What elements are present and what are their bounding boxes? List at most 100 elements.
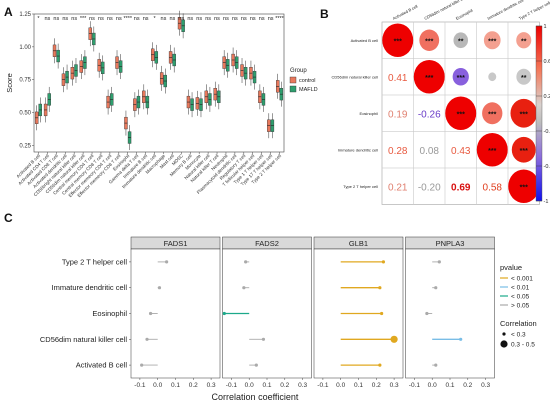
panel-a-legend-entry: control xyxy=(299,78,316,84)
panel-c-xlabel: Correlation coefficient xyxy=(212,392,299,402)
panel-a-significance: * ns ns ns ns *** ns ns ns ns **** ns ns * ns ns ns ns ns n… xyxy=(37,16,284,22)
panel-b-correlation-value: 0.19 xyxy=(388,109,408,120)
panel-a-significance-label: ns xyxy=(71,16,77,22)
panel-a-ytick-label: 0.75 xyxy=(19,78,31,84)
panel-b-significance-stars: *** xyxy=(488,111,496,118)
panel-c-pvalue-legend-label: < 0.001 xyxy=(511,276,533,283)
panel-b-row-labels: Activated B cell CD56dim natural killer c… xyxy=(332,38,379,189)
panel-c-lollipop-point xyxy=(148,311,153,316)
panel-c-row-labels: Type 2 T helper cell Immature dendritic c… xyxy=(40,257,131,370)
panel-c-xtick-label: 0.3 xyxy=(298,382,307,389)
panel-b-significance-stars: ** xyxy=(521,38,527,45)
panel-b-significance-stars: *** xyxy=(488,148,496,155)
panel-c-lollipop-point xyxy=(437,260,441,264)
panel-a-significance-label: ns xyxy=(53,16,59,22)
panel-a-plot-area xyxy=(33,13,285,153)
panel-c-xtick-label: 0.2 xyxy=(463,382,472,389)
panel-a-ytick-label: 1.00 xyxy=(19,45,31,51)
panel-b-correlation-circle xyxy=(508,169,540,203)
panel-a-y-ticks: 0.25 0.50 0.75 1.00 1.25 xyxy=(19,12,34,149)
panel-b-significance-stars: *** xyxy=(520,111,528,118)
panel-c-row-label: Type 2 T helper cell xyxy=(62,257,128,266)
panel-c-xtick-label: 0.2 xyxy=(189,382,198,389)
panel-c-xtick-label: 0.3 xyxy=(207,382,216,389)
panel-b-correlation-circle xyxy=(516,68,532,85)
panel-b-correlation-value: -0.20 xyxy=(418,182,441,193)
panel-b-correlation-circle xyxy=(476,133,508,167)
panel-c-size-legend-key xyxy=(500,340,508,348)
panel-b-row-label: Immature dendritic cell xyxy=(338,147,378,152)
panel-b-correlation-circle xyxy=(445,96,477,130)
panel-c-facets: FADS1 -0.1 0.0 0.1 0.2 0.3 FADS2 -0.1 0.0 0.1 0.2 0… xyxy=(130,236,495,389)
panel-b-correlation-circle xyxy=(483,31,501,50)
panel-c-xtick-label: 0.1 xyxy=(262,382,271,389)
panel-c-facet-title: PNPLA3 xyxy=(436,239,465,248)
panel-b-column-labels: Activated B cell CD56dim natural killer c… xyxy=(392,0,550,21)
panel-b-colorbar: 1 0.6 0.2 -0.2 -0.6 -1 xyxy=(535,24,550,205)
panel-c-pvalue-legend-title: pvalue xyxy=(500,263,522,272)
panel-a-significance-label: ns xyxy=(268,16,274,22)
panel-c-facet-panel xyxy=(405,248,495,379)
panel-a-legend-entry: MAFLD xyxy=(299,87,318,93)
panel-c-xtick-label: 0.0 xyxy=(428,382,437,389)
panel-a-significance-label: ns xyxy=(178,16,184,22)
panel-b-colorbar-tick-label: 0.2 xyxy=(544,94,550,100)
panel-b-correlation-circle xyxy=(382,23,414,57)
panel-b-correlation-circle xyxy=(516,32,532,49)
panel-b-significance-stars: *** xyxy=(425,38,433,45)
panel-a-significance-label: ns xyxy=(62,16,68,22)
panel-c-lollipop-point xyxy=(425,311,429,316)
panel-c-lollipop-point xyxy=(254,363,258,367)
panel-c-legend: pvalue < 0.001 < 0.01 < 0.05 > 0.05 Correlati… xyxy=(500,263,537,349)
panel-c-xtick-label: 0.3 xyxy=(390,382,399,389)
panel-a-significance-label: **** xyxy=(123,16,132,22)
panel-b-row-label: Type 2 T helper cell xyxy=(343,184,378,189)
panel-c-facet-title: GLB1 xyxy=(349,239,368,248)
panel-a-significance-label: ns xyxy=(107,16,113,22)
panel-a-ytick-label: 1.25 xyxy=(19,12,31,18)
panel-a-significance-label: ns xyxy=(98,16,104,22)
panel-b-row-label: Activated B cell xyxy=(351,38,378,43)
panel-b-correlation-circle xyxy=(453,32,469,49)
panel-a-significance-label: ns xyxy=(241,16,247,22)
panel-b-correlation-value: 0.08 xyxy=(420,146,440,157)
panel-a-significance-label: ns xyxy=(250,16,256,22)
panel-b-correlation-value: 0.69 xyxy=(451,182,471,193)
panel-b-significance-stars: *** xyxy=(488,38,496,45)
panel-a-ytick-label: 0.50 xyxy=(19,111,31,117)
panel-b-correlation-value: 0.58 xyxy=(483,182,503,193)
panel-b-correlation-circle xyxy=(419,29,440,51)
panel-a-ylabel: Score xyxy=(5,73,14,93)
panel-b-correlation-matrix: *** *** ** *** **0.41 *** *** **0.19 -0.26 *** ***… xyxy=(332,0,550,205)
panel-b-significance-stars: *** xyxy=(520,148,528,155)
panel-c-lollipop-point xyxy=(244,260,248,264)
panel-c-xtick-label: 0.3 xyxy=(481,382,490,389)
panel-c-row-label: Immature dendritic cell xyxy=(52,283,128,292)
panel-c-lollipop-point xyxy=(222,311,226,316)
panel-b-significance-stars: ** xyxy=(521,75,527,82)
panel-b-correlation-value: -0.26 xyxy=(418,109,441,120)
panel-c-lollipop-point xyxy=(459,337,463,341)
panel-a-significance-label: ns xyxy=(205,16,211,22)
panel-b-correlation-circle xyxy=(488,72,497,82)
panel-b-column-label: Activated B cell xyxy=(392,4,419,21)
panel-c-lollipop-point xyxy=(157,286,162,290)
panel-c-size-legend-label: < 0.3 xyxy=(511,332,526,339)
panel-b-row-label: CD56dim natural killer cell xyxy=(332,74,379,79)
panel-c-xtick-label: -0.1 xyxy=(317,382,329,389)
panel-b-significance-stars: ** xyxy=(458,38,464,45)
panel-a-significance-label: ns xyxy=(169,16,175,22)
panel-c-pvalue-legend-label: > 0.05 xyxy=(511,303,530,310)
panel-b-colorbar-tick-label: -0.6 xyxy=(544,164,550,170)
panel-c-label: C xyxy=(4,211,13,225)
panel-c-lollipop-point xyxy=(242,286,246,290)
panel-c-lollipop-point xyxy=(145,337,149,341)
panel-c-xtick-label: 0.2 xyxy=(280,382,289,389)
panel-c-xtick-label: 0.1 xyxy=(354,382,363,389)
panel-c-lollipop-point xyxy=(434,286,438,290)
panel-a-significance-label: ns xyxy=(259,16,265,22)
panel-c-facet-title: FADS2 xyxy=(255,239,279,248)
panel-b-correlation-circle xyxy=(452,67,469,86)
panel-c-row-label: CD56dim natural killer cell xyxy=(40,335,127,344)
panel-c-xtick-label: 0.0 xyxy=(336,382,345,389)
